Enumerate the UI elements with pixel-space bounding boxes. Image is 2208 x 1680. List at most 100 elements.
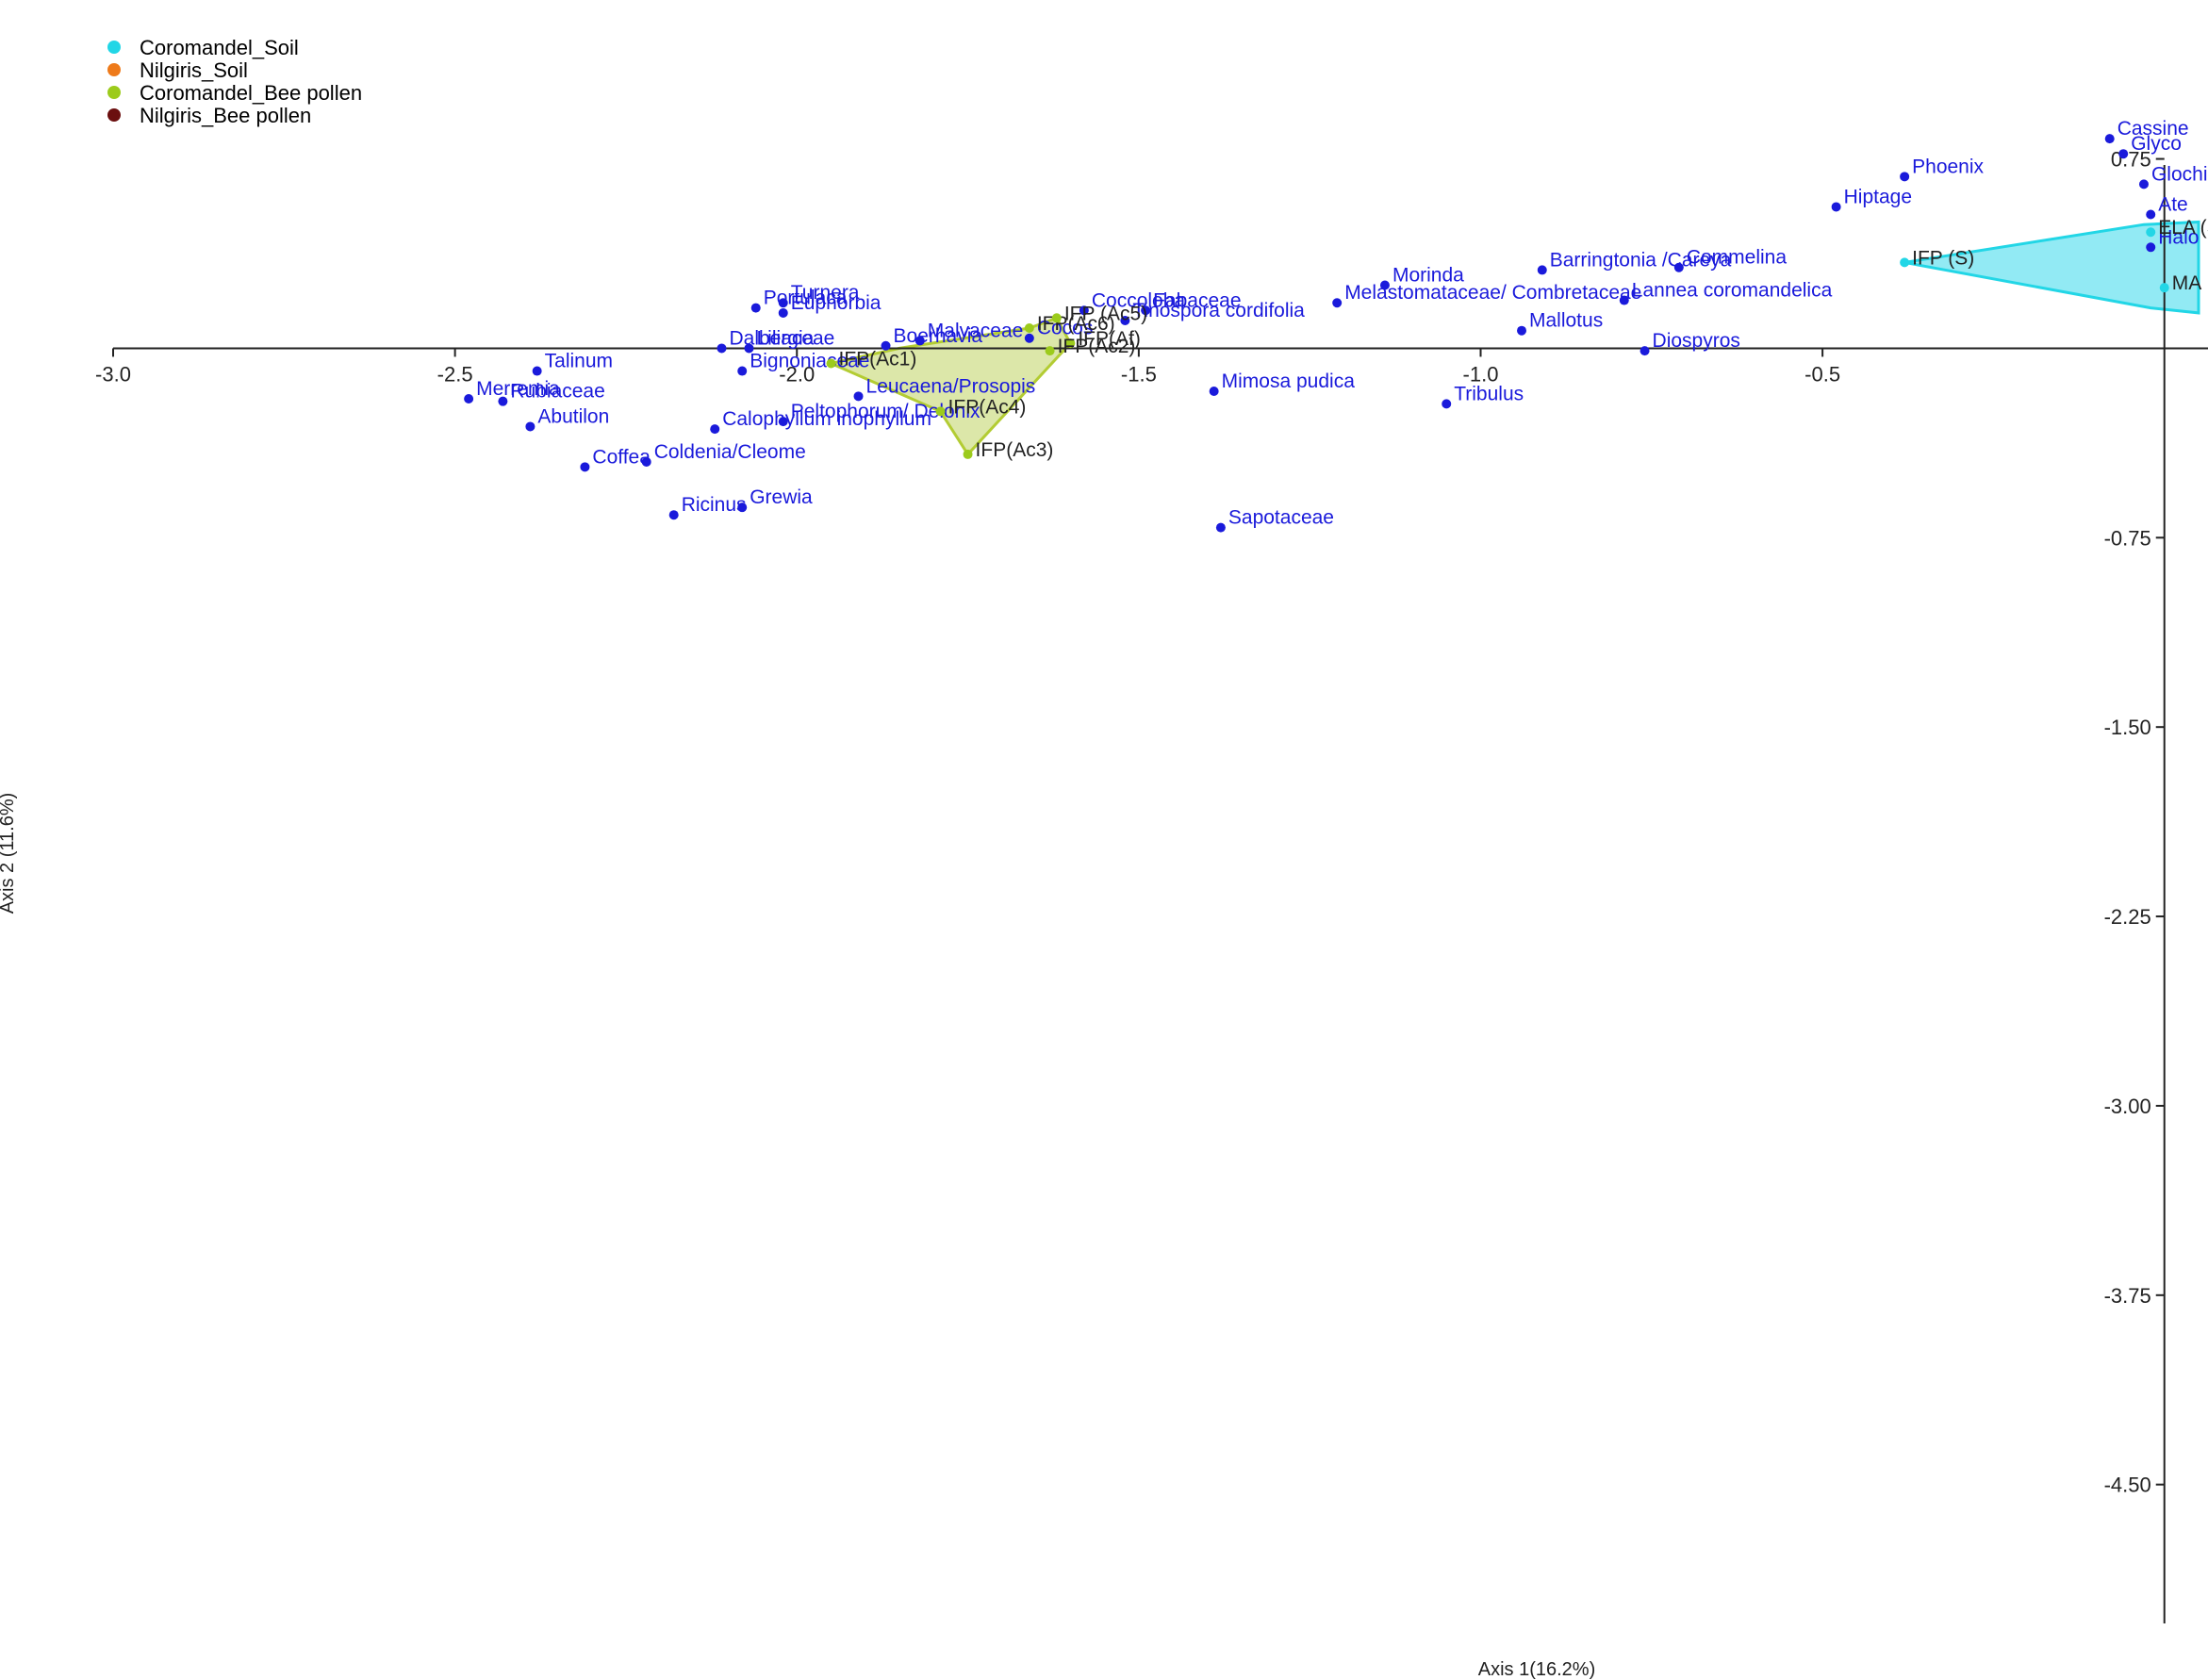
taxon-label-morinda: Morinda [1392, 264, 1464, 286]
legend-label-coromandel-bee-pollen: Coromandel_Bee pollen [140, 81, 362, 105]
legend-swatch-coromandel-soil [107, 41, 121, 54]
taxon-point-diospyros [1640, 346, 1650, 356]
sample-point-ifp-ac6 [1024, 323, 1034, 334]
taxon-point-morinda [1379, 280, 1390, 290]
taxon-point-commelina [1673, 262, 1684, 272]
y-tick-label: -1.50 [2104, 716, 2151, 739]
sample-point-ifp-ac5 [1051, 313, 1062, 323]
taxon-point-peltophorum-delonix [778, 417, 788, 427]
sample-label-ifp-af: IFP(Af) [1078, 328, 1141, 350]
taxon-label-coccoloba: Coccoloba [1092, 289, 1186, 311]
legend: Coromandel_SoilNilgiris_SoilCoromandel_B… [107, 36, 362, 127]
taxon-point-halo [2146, 242, 2156, 253]
taxon-point-cassine [2104, 134, 2115, 144]
taxon-point-sapotaceae [1215, 522, 1226, 533]
x-tick-label: -1.0 [1463, 362, 1499, 386]
taxon-label-melastomataceae-combretaceae: Melastomataceae/ Combretaceae [1344, 282, 1641, 304]
taxon-label-turnera: Turnera [791, 282, 860, 304]
taxon-point-bignoniaceae [737, 366, 748, 376]
taxon-label-barringtonia-careya: Barringtonia /Careya [1550, 249, 1732, 271]
taxon-label-portulaca: Portulaca [764, 288, 848, 309]
sample-point-ifp-s [1900, 257, 1910, 268]
legend-swatch-nilgiris-soil [107, 63, 121, 76]
y-tick-label: -0.75 [2104, 526, 2151, 550]
taxon-point-barringtonia-careya [1537, 265, 1547, 275]
taxon-point-liliaceae [744, 343, 754, 354]
sample-point-ma [2159, 283, 2169, 293]
taxon-point-mimosa-pudica [1209, 386, 1219, 396]
taxon-label-diospyros: Diospyros [1653, 330, 1740, 352]
sample-label-ifp-s: IFP (S) [1912, 247, 1974, 269]
taxon-label-tribulus: Tribulus [1454, 383, 1524, 404]
y-axis-title: Axis 2 (11.6%) [0, 793, 18, 914]
taxon-label-boerhavia: Boerhavia [894, 325, 983, 347]
y-tick-label: -2.25 [2104, 905, 2151, 929]
sample-label-ifp-ac3: IFP(Ac3) [976, 439, 1054, 461]
sample-label-ifp-ac5: IFP (Ac5) [1064, 303, 1147, 324]
x-tick-label: -2.5 [437, 362, 473, 386]
sample-point-ifp-ac4 [935, 406, 946, 417]
taxon-point-rubiaceae [498, 396, 508, 406]
taxon-point-melastomataceae-combretaceae [1332, 298, 1343, 308]
taxon-point-phoenix [1900, 172, 1910, 182]
sample-point-ela-s [2146, 227, 2156, 238]
sample-label-ifp-ac1: IFP(Ac1) [839, 349, 917, 371]
taxon-point-fabaceae [1141, 305, 1151, 316]
taxon-label-tinospora-cordifolia: Tinospora cordifolia [1132, 300, 1305, 321]
taxon-label-phoenix: Phoenix [1912, 156, 1984, 177]
axes-layer [113, 165, 2208, 1623]
taxon-label-rubiaceae: Rubiaceae [510, 381, 604, 403]
taxon-label-mallotus: Mallotus [1529, 310, 1603, 332]
taxon-point-mallotus [1517, 325, 1527, 336]
taxon-label-halo: Halo [2158, 226, 2199, 248]
taxon-point-coffea [580, 462, 590, 472]
y-tick-label: -3.00 [2104, 1095, 2151, 1118]
taxon-point-calophyllum-inophyllum [710, 424, 720, 435]
sample-point-ifp-af [1065, 338, 1076, 349]
taxon-point-glochi [2138, 179, 2149, 189]
legend-label-nilgiris-bee-pollen: Nilgiris_Bee pollen [140, 104, 311, 127]
legend-label-coromandel-soil: Coromandel_Soil [140, 36, 299, 59]
taxon-point-tinospora-cordifolia [1120, 315, 1130, 325]
x-axis-title: Axis 1(16.2%) [1478, 1659, 1596, 1680]
sample-point-ifp-ac2 [1045, 346, 1055, 356]
taxon-label-euphorbia: Euphorbia [791, 292, 882, 314]
taxon-label-coffea: Coffea [592, 446, 651, 468]
legend-label-nilgiris-soil: Nilgiris_Soil [140, 58, 248, 82]
taxon-point-coccoloba [1079, 305, 1089, 316]
taxon-point-dalbergia [717, 343, 727, 354]
taxon-label-commelina: Commelina [1687, 247, 1788, 269]
taxon-label-mimosa-pudica: Mimosa pudica [1222, 371, 1356, 392]
y-tick-label: -4.50 [2104, 1474, 2151, 1497]
taxon-label-merremia: Merremia [476, 378, 560, 400]
taxon-label-cassine: Cassine [2117, 118, 2189, 140]
x-tick-label: -3.0 [95, 362, 131, 386]
taxon-point-grewia [737, 502, 748, 513]
taxon-point-ate [2146, 209, 2156, 220]
taxon-point-lannea-coromandelica [1619, 295, 1629, 305]
taxon-label-coldenia-cleome: Coldenia/Cleome [654, 441, 806, 463]
y-tick-label: -3.75 [2104, 1284, 2151, 1308]
taxon-label-sapotaceae: Sapotaceae [1228, 507, 1334, 529]
y-tick-label: 0.75 [2111, 148, 2151, 172]
taxon-label-leucaena-prosopis: Leucaena/Prosopis [866, 375, 1036, 397]
taxon-label-abutilon: Abutilon [537, 405, 609, 427]
taxon-label-talinum: Talinum [545, 351, 613, 372]
tick-layer: -3.0 -2.5 -2.0 -1.5 -1.0 -0.5 0.75 -0.75 -1.50 -2… [95, 148, 2165, 1497]
taxon-label-glochi: Glochi [2151, 163, 2208, 185]
taxon-point-abutilon [525, 421, 536, 432]
taxon-point-coldenia-cleome [641, 456, 651, 467]
sample-label-ela-s: ELA (S [2158, 217, 2208, 239]
legend-swatch-coromandel-bee-pollen [107, 86, 121, 99]
taxon-point-portulaca [750, 303, 761, 313]
x-tick-label: -1.5 [1121, 362, 1157, 386]
taxon-label-peltophorum-delonix: Peltophorum/ Delonix [791, 401, 980, 422]
sample-label-ma: MA [2172, 272, 2202, 294]
taxon-label-hiptage: Hiptage [1844, 186, 1912, 207]
taxon-point-euphorbia [778, 307, 788, 318]
sample-label-ifp-ac2: IFP(Ac2) [1058, 336, 1136, 357]
taxon-label-lannea-coromandelica: Lannea coromandelica [1632, 280, 1833, 302]
taxon-label-glyco: Glyco [2131, 133, 2182, 155]
x-tick-label: -0.5 [1804, 362, 1840, 386]
